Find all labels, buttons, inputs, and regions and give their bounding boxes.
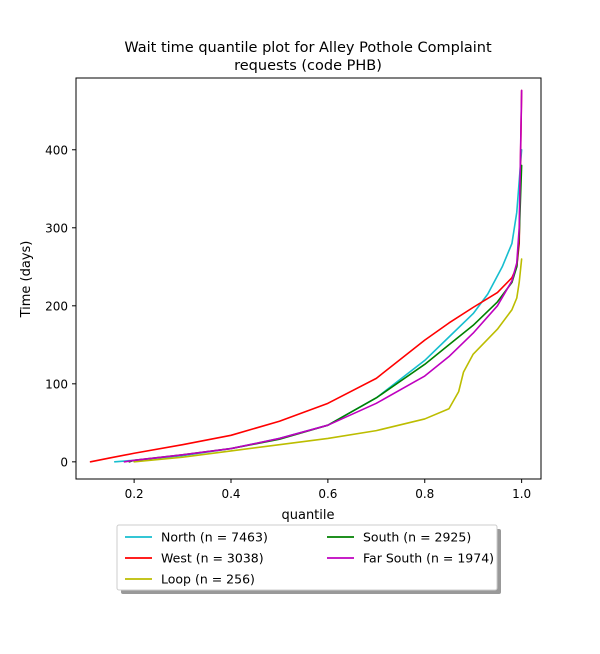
chart-title-line: Wait time quantile plot for Alley Pothol… [124,40,492,56]
x-axis-ticks: 0.2 0.4 0.6 0.8 1.0 [125,479,531,501]
x-tick-label: 0.2 [125,487,144,501]
series-line-1 [89,89,523,463]
x-tick-label: 0.4 [221,487,240,501]
legend-label: South (n = 2925) [363,530,471,545]
y-axis-label: Time (days) [19,241,34,319]
x-axis-label: quantile [281,508,334,523]
x-tick-label: 0.8 [415,487,434,501]
legend: North (n = 7463) West (n = 3038) Loop (n =… [116,524,501,594]
legend-label: North (n = 7463) [161,530,268,545]
legend-entries: North (n = 7463) West (n = 3038) Loop (n =… [125,530,494,587]
y-tick-label: 200 [45,299,68,313]
y-tick-label: 400 [45,143,68,157]
y-tick-label: 0 [60,455,68,469]
legend-entry: South (n = 2925) [327,530,471,545]
series-line-0 [113,148,523,463]
chart-title-line: requests (code PHB) [234,58,382,74]
x-tick-label: 1.0 [512,487,531,501]
x-tick-label: 0.6 [318,487,337,501]
legend-box [116,524,498,591]
legend-entry: Far South (n = 1974) [327,551,494,566]
series-line-4 [123,89,523,463]
y-axis-ticks: 0 100 200 300 400 [45,143,76,469]
legend-label: Far South (n = 1974) [363,551,494,566]
series-line-2 [133,258,523,463]
legend-label: Loop (n = 256) [161,572,255,587]
legend-entry: West (n = 3038) [125,551,264,566]
legend-entry: Loop (n = 256) [125,572,255,587]
plot-frame [75,77,542,480]
legend-entry: North (n = 7463) [125,530,268,545]
legend-label: West (n = 3038) [161,551,264,566]
chart-title: Wait time quantile plot for Alley Pothol… [124,40,492,74]
y-tick-label: 100 [45,377,68,391]
y-tick-label: 300 [45,221,68,235]
series-lines [89,89,523,463]
